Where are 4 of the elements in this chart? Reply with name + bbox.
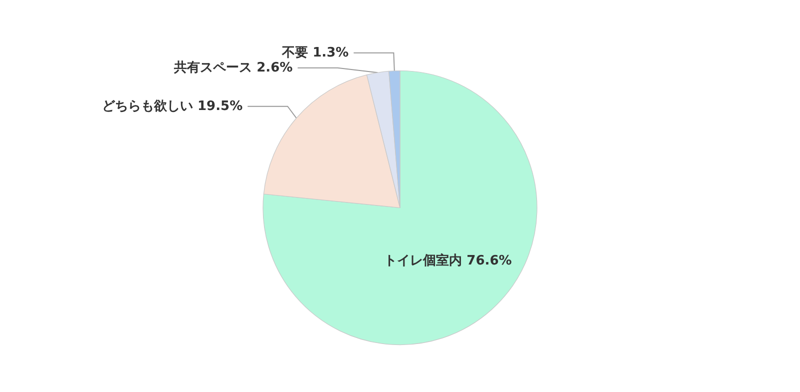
- slice-label: 共有スペース 2.6%: [173, 60, 293, 76]
- slice-label: トイレ個室内 76.6%: [384, 252, 512, 268]
- slice-label: どちらも欲しい 19.5%: [102, 98, 243, 114]
- slice-label: 不要 1.3%: [281, 45, 349, 60]
